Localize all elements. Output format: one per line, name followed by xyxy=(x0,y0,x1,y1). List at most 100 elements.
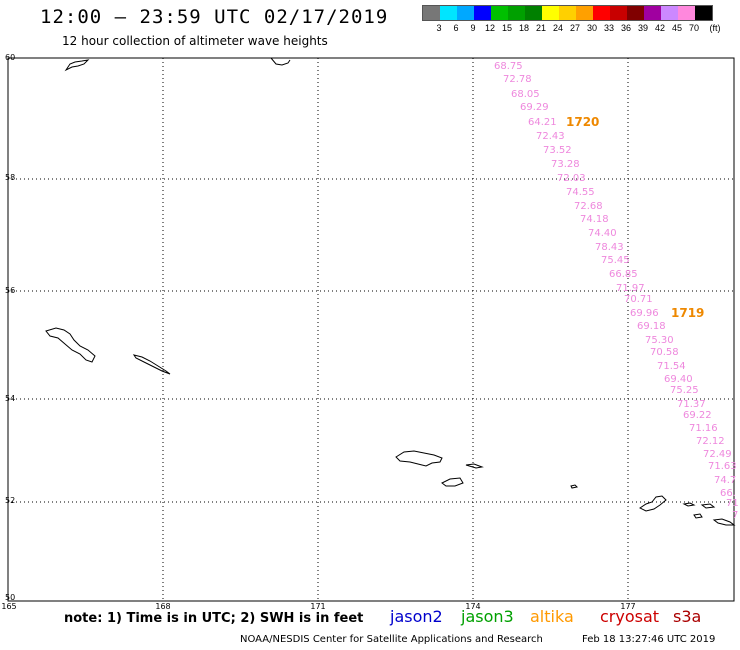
wave-height-value: 73.28 xyxy=(551,159,580,170)
colorbar-label: 36 xyxy=(620,23,632,33)
wave-height-value: 7 xyxy=(732,510,738,521)
wave-height-value: 70.71 xyxy=(624,294,653,305)
pass-label-1719: 1719 xyxy=(671,306,704,320)
wave-height-value: 66. xyxy=(720,488,736,499)
wave-height-value: 72.12 xyxy=(696,436,725,447)
wave-height-value: 75.25 xyxy=(670,385,699,396)
colorbar-swatch xyxy=(559,6,576,20)
wave-height-value: 69.29 xyxy=(520,102,549,113)
colorbar-swatch xyxy=(576,6,593,20)
colorbar-swatch xyxy=(661,6,678,20)
wave-height-value: 69.18 xyxy=(637,321,666,332)
colorbar-labels: 3 6 9 12 15 18 21 24 27 30 33 36 39 42 45 70 (ft) xyxy=(422,23,720,35)
colorbar-swatch xyxy=(491,6,508,20)
legend-jason2: jason2 xyxy=(390,607,443,626)
wave-height-value: 75.30 xyxy=(645,335,674,346)
wave-height-value: 74.55 xyxy=(566,187,595,198)
island-buldir xyxy=(570,484,579,489)
colorbar-swatch xyxy=(508,6,525,20)
wave-height-value: 78.43 xyxy=(595,242,624,253)
colorbar-swatch xyxy=(593,6,610,20)
lon-labels: 165 168 171 174 177 xyxy=(1,602,635,611)
colorbar-swatch xyxy=(695,6,712,20)
lon-label: 171 xyxy=(310,602,325,611)
island-medny xyxy=(132,354,171,375)
units-note: note: 1) Time is in UTC; 2) SWH is in fe… xyxy=(64,611,364,626)
lat-label: 54 xyxy=(5,394,15,403)
footer-credit: NOAA/NESDIS Center for Satellite Applica… xyxy=(240,634,543,645)
footer-timestamp: Feb 18 13:27:46 UTC 2019 xyxy=(582,634,716,645)
lat-label: 52 xyxy=(5,496,15,505)
lat-label: 60 xyxy=(5,53,15,62)
colorbar-swatches xyxy=(422,5,713,21)
wave-height-value: 64.21 xyxy=(528,117,557,128)
island-agattu xyxy=(441,477,464,487)
wave-height-value: 71.97 xyxy=(616,283,645,294)
colorbar-swatch xyxy=(457,6,474,20)
island-little-kiska xyxy=(693,513,703,519)
colorbar-label: 18 xyxy=(518,23,530,33)
colorbar-label: 33 xyxy=(603,23,615,33)
wave-height-value: 75.45 xyxy=(601,255,630,266)
wave-height-value: 72.49 xyxy=(703,449,732,460)
wave-height-value: 72.68 xyxy=(574,201,603,212)
colorbar-label: 9 xyxy=(470,23,476,33)
wave-height-value: 66.85 xyxy=(609,269,638,280)
wave-height-value: 72.03 xyxy=(557,173,586,184)
lat-labels: 60 58 56 54 52 50 xyxy=(5,53,15,602)
colorbar-label: (ft) xyxy=(709,23,721,33)
wave-height-value: 71.63 xyxy=(708,461,737,472)
colorbar-label: 45 xyxy=(671,23,683,33)
wave-height-value: 72.78 xyxy=(503,74,532,85)
lon-label: 174 xyxy=(465,602,480,611)
altimeter-track: 68.75 72.78 68.05 69.29 64.21 72.43 73.52 73.28… xyxy=(494,61,739,521)
map-subtitle: 12 hour collection of altimeter wave hei… xyxy=(62,34,328,48)
colorbar-swatch xyxy=(678,6,695,20)
pass-label-1720: 1720 xyxy=(566,115,599,129)
island-attu xyxy=(395,450,443,467)
wave-height-value: 74.7 xyxy=(714,475,736,486)
wave-height-value: 69.96 xyxy=(630,308,659,319)
lat-label: 58 xyxy=(5,173,15,182)
colorbar-label: 24 xyxy=(552,23,564,33)
colorbar-swatch xyxy=(423,6,440,20)
colorbar-label: 30 xyxy=(586,23,598,33)
wave-height-value: 71 xyxy=(726,498,739,509)
colorbar-label: 12 xyxy=(484,23,496,33)
wave-height-value: 72.43 xyxy=(536,131,565,142)
wave-height-value: 71.16 xyxy=(689,423,718,434)
wave-height-value: 68.75 xyxy=(494,61,523,72)
coastline-kamchatka xyxy=(64,59,90,72)
map-title: 12:00 – 23:59 UTC 02/17/2019 xyxy=(40,6,389,28)
lon-label: 177 xyxy=(620,602,635,611)
wave-height-value: 74.18 xyxy=(580,214,609,225)
map-frame xyxy=(7,57,735,602)
wave-height-value: 68.05 xyxy=(511,89,540,100)
colorbar-label: 3 xyxy=(436,23,442,33)
colorbar-swatch xyxy=(542,6,559,20)
coastline-north xyxy=(270,57,291,66)
wave-height-value: 71.37 xyxy=(677,399,706,410)
colorbar-label: 15 xyxy=(501,23,513,33)
wave-height-value: 69.40 xyxy=(664,374,693,385)
colorbar-swatch xyxy=(644,6,661,20)
colorbar-label: 21 xyxy=(535,23,547,33)
colorbar-label: 39 xyxy=(637,23,649,33)
coastlines xyxy=(45,57,736,526)
colorbar-label: 6 xyxy=(453,23,459,33)
colorbar-swatch xyxy=(525,6,542,20)
wave-height-colorbar: 3 6 9 12 15 18 21 24 27 30 33 36 39 42 45 70 (ft) xyxy=(422,5,721,35)
wave-height-value: 71.54 xyxy=(657,361,686,372)
island-segula xyxy=(682,502,696,507)
wave-height-value: 69.22 xyxy=(683,410,712,421)
legend-s3a: s3a xyxy=(673,607,702,626)
legend-jason3: jason3 xyxy=(461,607,514,626)
island-rat xyxy=(700,503,716,509)
colorbar-swatch xyxy=(627,6,644,20)
lat-label: 50 xyxy=(5,593,15,602)
lat-label: 56 xyxy=(5,286,15,295)
wave-height-value: 74.40 xyxy=(588,228,617,239)
wave-height-value: 70.58 xyxy=(650,347,679,358)
island-kiska xyxy=(639,495,667,512)
